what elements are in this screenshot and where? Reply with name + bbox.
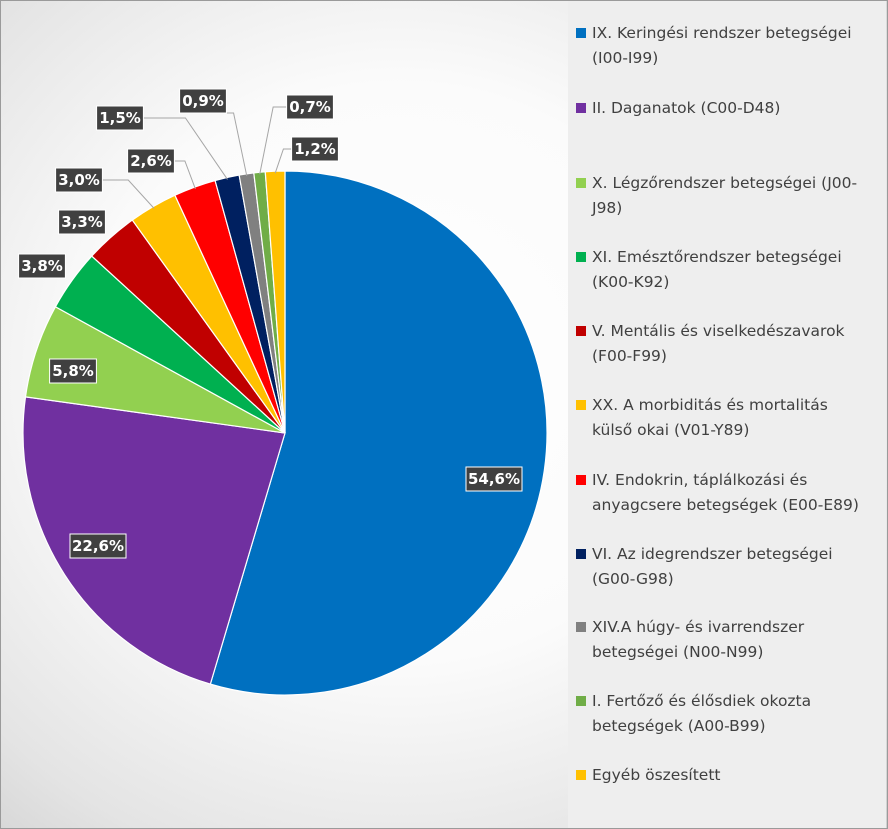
legend-label: J98) — [592, 199, 623, 217]
legend-swatch — [576, 103, 586, 113]
legend-label: (K00-K92) — [592, 273, 670, 291]
data-label-text: 54,6% — [468, 470, 520, 488]
data-label: 54,6% — [465, 466, 523, 492]
data-label-box — [69, 533, 127, 559]
data-label-text: 0,9% — [182, 92, 224, 110]
data-label: 1,5% — [96, 105, 144, 131]
data-label: 3,8% — [18, 253, 66, 279]
legend-label: XI. Emésztőrendszer betegségei — [592, 248, 842, 266]
legend-item: IV. Endokrin, táplálkozási és anyagcsere … — [576, 468, 881, 518]
leader-line — [274, 148, 292, 174]
legend-label: X. Légzőrendszer betegségei (J00- — [592, 174, 858, 192]
legend-label: XX. A morbiditás és mortalitás — [592, 396, 828, 414]
legend-swatch — [576, 252, 586, 262]
leader-line — [259, 106, 287, 175]
data-label: 1,2% — [291, 136, 339, 162]
legend-swatch — [576, 28, 586, 38]
legend-item: IX. Keringési rendszer betegségei (I00-I9… — [576, 21, 881, 71]
legend-label: külső okai (V01-Y89) — [592, 421, 750, 439]
data-label-text: 3,8% — [21, 257, 63, 275]
data-label: 5,8% — [49, 358, 97, 384]
legend-label: (I00-I99) — [592, 49, 659, 67]
leader-line — [102, 179, 155, 209]
legend-swatch — [576, 475, 586, 485]
legend-label: V. Mentális és viselkedészavarok — [592, 322, 845, 340]
pie-slice — [209, 170, 548, 696]
data-labels: 54,6% 22,6% 5,8% 3,8% 3,3% 3,0% 2,6% 1,5% 0,9% 0,… — [18, 88, 523, 559]
legend-item: XX. A morbiditás és mortalitás külső okai… — [576, 393, 881, 443]
data-label-text: 0,7% — [289, 98, 331, 116]
legend-swatch — [576, 549, 586, 559]
leader-line — [220, 112, 248, 176]
data-label-text: 5,8% — [52, 362, 94, 380]
legend-item: XIV.A húgy- és ivarrendszer betegségei (N… — [576, 615, 881, 665]
legend-swatch — [576, 770, 586, 780]
legend-swatch — [576, 178, 586, 188]
data-label-box — [18, 253, 66, 279]
pie-chart: 54,6% 22,6% 5,8% 3,8% 3,3% 3,0% 2,6% 1,5% 0,9% 0,… — [18, 88, 548, 696]
data-label-box — [291, 136, 339, 162]
data-label-text: 22,6% — [72, 537, 124, 555]
pie-slices — [22, 170, 548, 696]
data-label-box — [58, 209, 106, 235]
leader-line — [174, 160, 196, 190]
data-label-box — [55, 167, 103, 193]
legend-label: IV. Endokrin, táplálkozási és — [592, 471, 808, 489]
legend-label: II. Daganatok (C00-D48) — [592, 99, 781, 117]
legend-swatch — [576, 326, 586, 336]
data-label: 22,6% — [69, 533, 127, 559]
legend-label: I. Fertőző és élősdiek okozta — [592, 692, 812, 710]
data-label: 3,0% — [55, 167, 103, 193]
data-label-box — [179, 88, 227, 114]
legend-label: VI. Az idegrendszer betegségei — [592, 545, 833, 563]
data-label-text: 3,0% — [58, 171, 100, 189]
legend-label: (G00-G98) — [592, 570, 674, 588]
data-label: 0,7% — [286, 94, 334, 120]
legend-item: I. Fertőző és élősdiek okozta betegségek … — [576, 689, 881, 739]
legend-item: Egyéb öszesített — [576, 763, 881, 788]
legend-label: betegségek (A00-B99) — [592, 717, 766, 735]
legend-swatch — [576, 622, 586, 632]
legend-swatch — [576, 696, 586, 706]
legend-item: VI. Az idegrendszer betegségei (G00-G98) — [576, 542, 881, 592]
legend-item: II. Daganatok (C00-D48) — [576, 96, 881, 121]
data-label: 2,6% — [127, 148, 175, 174]
pie-slice — [22, 396, 286, 685]
data-label-box — [286, 94, 334, 120]
data-label-box — [465, 466, 523, 492]
data-label-box — [49, 358, 97, 384]
legend-label: IX. Keringési rendszer betegségei — [592, 24, 852, 42]
legend-item: V. Mentális és viselkedészavarok (F00-F99… — [576, 319, 881, 369]
legend-label: anyagcsere betegségek (E00-E89) — [592, 496, 859, 514]
data-label-box — [127, 148, 175, 174]
legend-item: XI. Emésztőrendszer betegségei (K00-K92) — [576, 245, 881, 295]
pie-slice — [264, 170, 286, 434]
leader-line — [143, 117, 228, 180]
legend-item: X. Légzőrendszer betegségei (J00- J98) — [576, 171, 881, 221]
data-label: 0,9% — [179, 88, 227, 114]
legend-label: XIV.A húgy- és ivarrendszer — [592, 618, 805, 636]
legend: IX. Keringési rendszer betegségei (I00-I9… — [568, 1, 886, 828]
legend-label: betegségei (N00-N99) — [592, 643, 764, 661]
legend-swatch — [576, 400, 586, 410]
data-label-text: 1,2% — [294, 140, 336, 158]
data-label-text: 3,3% — [61, 213, 103, 231]
legend-label: Egyéb öszesített — [592, 766, 721, 784]
legend-label: (F00-F99) — [592, 347, 667, 365]
data-label-box — [96, 105, 144, 131]
data-label-text: 2,6% — [130, 152, 172, 170]
data-label: 3,3% — [58, 209, 106, 235]
data-label-text: 1,5% — [99, 109, 141, 127]
